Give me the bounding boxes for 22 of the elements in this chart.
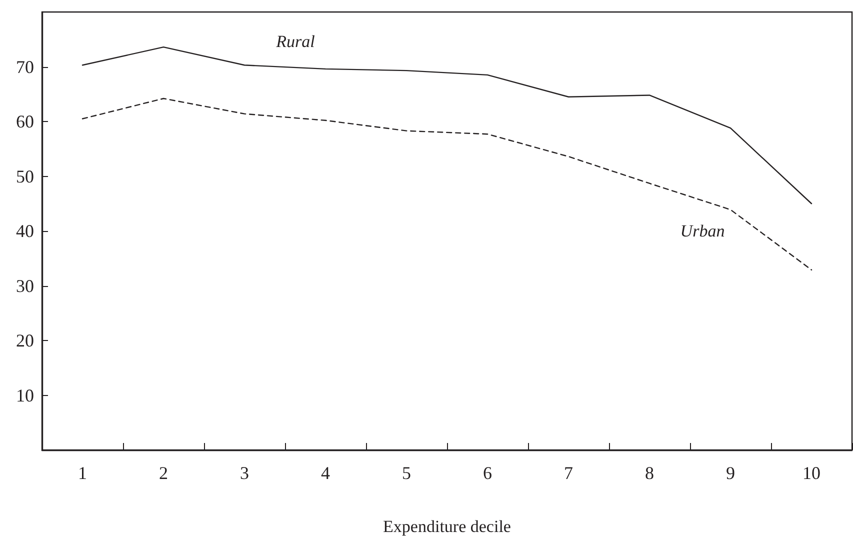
x-axis-title: Expenditure decile [383, 517, 511, 536]
x-tick-label: 9 [726, 463, 735, 483]
y-tick-label: 10 [16, 385, 34, 406]
series-label: Rural [275, 32, 316, 51]
y-tick-label: 40 [16, 221, 34, 241]
x-tick-label: 3 [240, 463, 249, 483]
y-tick-label: 50 [16, 166, 34, 186]
x-tick-label: 1 [78, 463, 87, 483]
y-tick-label: 30 [16, 276, 34, 296]
x-tick-label: 4 [321, 463, 330, 483]
y-tick-label: 60 [16, 112, 34, 132]
x-tick-label: 10 [802, 463, 820, 483]
x-tick-label: 6 [483, 463, 492, 483]
x-tick-label: 5 [402, 463, 411, 483]
y-tick-label: 70 [16, 56, 34, 77]
x-tick-label: 8 [645, 463, 654, 483]
x-tick-label: 2 [159, 463, 168, 483]
line-series [82, 46, 812, 204]
series-label: Urban [680, 222, 725, 241]
x-tick-label: 7 [564, 463, 573, 483]
y-tick-label: 20 [16, 330, 34, 350]
line-series [82, 98, 812, 270]
